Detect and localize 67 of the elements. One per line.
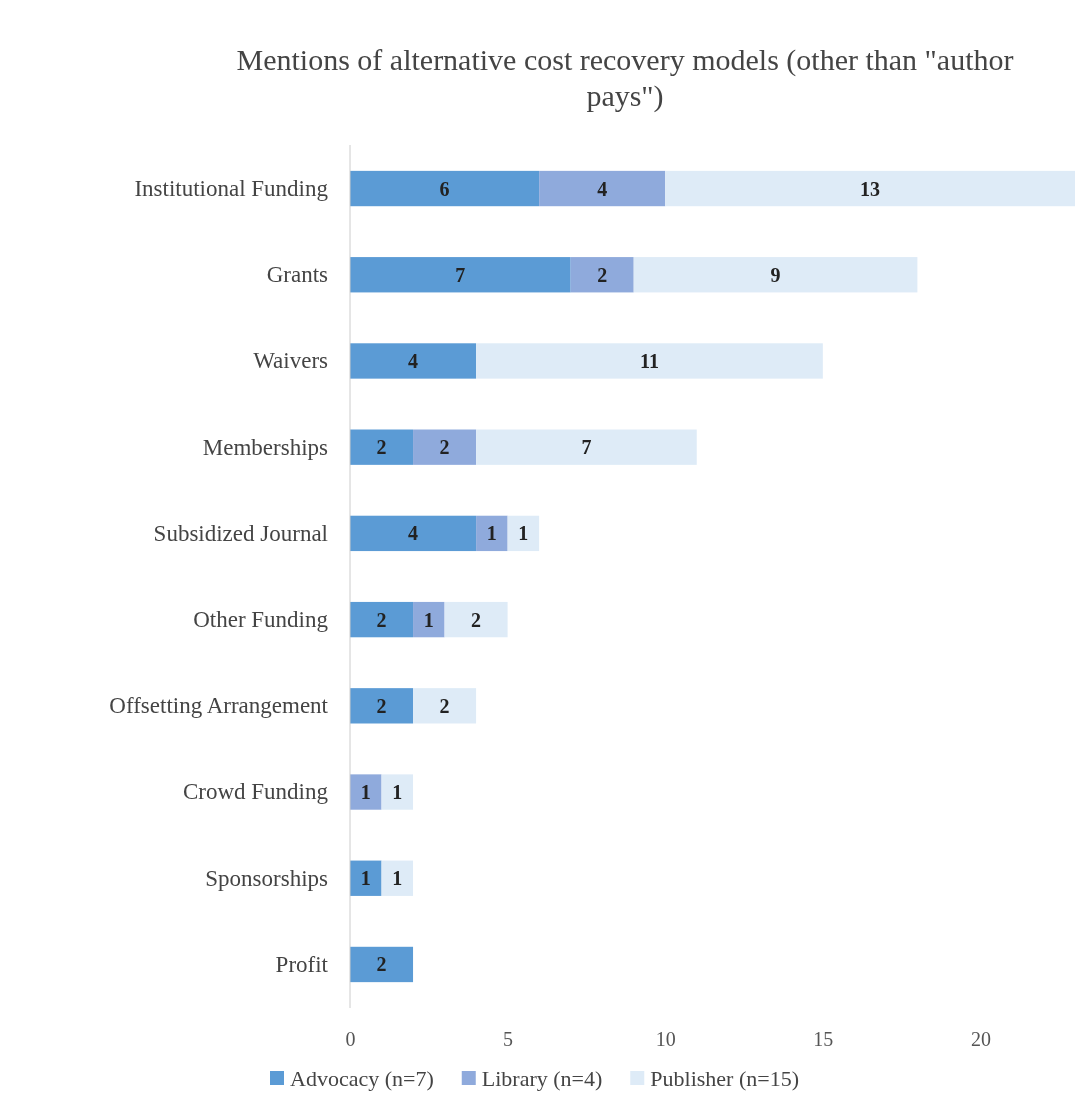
data-label: 4 bbox=[408, 349, 419, 372]
data-label: 7 bbox=[455, 263, 466, 286]
x-tick-label: 10 bbox=[655, 1028, 676, 1051]
bar bbox=[444, 601, 508, 638]
data-label: 7 bbox=[581, 436, 592, 459]
bar bbox=[350, 860, 382, 896]
bar bbox=[539, 170, 666, 207]
chart-title: Mentions of alternative cost recovery models (other than "author pays") bbox=[236, 43, 1014, 113]
bar bbox=[413, 688, 477, 724]
x-tick-label: 20 bbox=[970, 1028, 991, 1051]
bar bbox=[350, 170, 540, 207]
data-label: 2 bbox=[376, 694, 387, 717]
bar bbox=[633, 257, 918, 293]
x-tick-label: 15 bbox=[813, 1028, 834, 1051]
data-label: 2 bbox=[376, 608, 387, 631]
y-tick-label: Grants bbox=[266, 262, 329, 288]
bar bbox=[350, 429, 414, 465]
bar bbox=[350, 946, 414, 983]
data-label: 2 bbox=[597, 263, 608, 286]
data-label: 4 bbox=[597, 177, 608, 200]
data-label: 6 bbox=[439, 177, 450, 200]
data-label: 9 bbox=[770, 263, 781, 286]
y-tick-label: Memberships bbox=[202, 434, 329, 460]
bar bbox=[350, 257, 571, 293]
bar bbox=[350, 774, 382, 810]
bar bbox=[665, 170, 1075, 207]
bar bbox=[413, 429, 477, 465]
data-label: 2 bbox=[471, 608, 482, 631]
legend-label: Advocacy (n=7) bbox=[290, 1065, 434, 1091]
data-label: 2 bbox=[439, 694, 450, 717]
data-label: 1 bbox=[518, 522, 529, 545]
bar bbox=[476, 429, 697, 465]
data-label: 1 bbox=[392, 867, 403, 890]
data-label: 1 bbox=[360, 781, 371, 804]
data-label: 1 bbox=[423, 608, 434, 631]
data-label: 13 bbox=[860, 177, 881, 200]
bar bbox=[350, 343, 477, 379]
bar bbox=[476, 343, 823, 379]
data-label: 4 bbox=[408, 522, 419, 545]
data-label: 11 bbox=[640, 349, 659, 372]
data-label: 1 bbox=[486, 522, 497, 545]
y-tick-label: Subsidized Journal bbox=[153, 520, 328, 546]
bar bbox=[350, 601, 414, 638]
legend-label: Publisher (n=15) bbox=[650, 1065, 799, 1091]
data-label: 1 bbox=[392, 781, 403, 804]
legend-label: Library (n=4) bbox=[481, 1065, 603, 1091]
data-label: 2 bbox=[439, 436, 450, 459]
x-tick-label: 5 bbox=[503, 1028, 514, 1051]
bar bbox=[350, 515, 477, 552]
y-tick-label: Profit bbox=[275, 951, 329, 977]
x-tick-label: 0 bbox=[345, 1028, 356, 1051]
bar bbox=[350, 688, 414, 724]
bar bbox=[413, 601, 445, 638]
bar bbox=[570, 257, 634, 293]
bar bbox=[476, 515, 508, 552]
y-tick-label: Sponsorships bbox=[205, 865, 329, 891]
y-tick-label: Other Funding bbox=[193, 606, 329, 632]
y-tick-label: Waivers bbox=[253, 348, 329, 374]
bar bbox=[381, 860, 414, 896]
data-label: 2 bbox=[376, 436, 387, 459]
data-label: 2 bbox=[376, 953, 387, 976]
y-tick-label: Institutional Funding bbox=[134, 175, 329, 201]
data-label: 1 bbox=[360, 867, 371, 890]
y-tick-label: Crowd Funding bbox=[182, 779, 329, 805]
bar bbox=[381, 774, 414, 810]
y-tick-label: Offsetting Arrangement bbox=[109, 693, 329, 719]
bar bbox=[507, 515, 540, 552]
